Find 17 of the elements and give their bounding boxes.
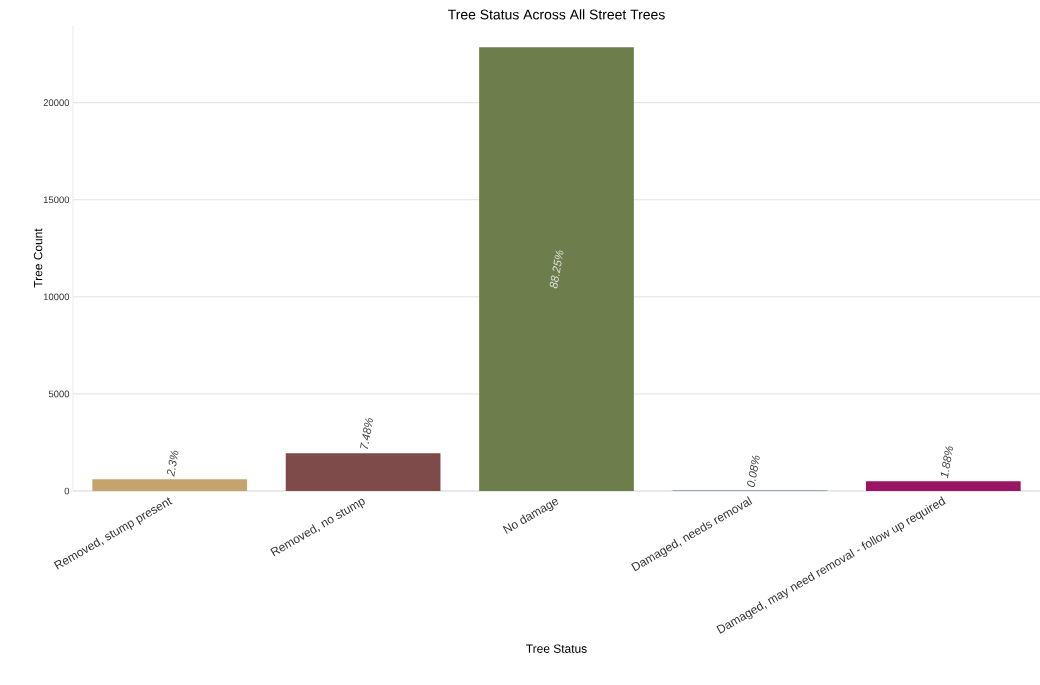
bar: [865, 481, 1021, 491]
y-axis-title: Tree Count: [33, 228, 43, 288]
y-tick-label: 10000: [43, 293, 70, 301]
bar: [92, 479, 248, 491]
annotation: 7.48%: [360, 418, 373, 449]
y-tick-label: 0: [64, 487, 70, 495]
annotation: 2.3%: [166, 450, 179, 477]
y-tick-label: 15000: [43, 196, 70, 204]
annotation: 0.08%: [747, 455, 760, 487]
annotation: 88.25%: [549, 250, 564, 289]
annotation: 1.88%: [940, 446, 954, 479]
x-axis-title: Tree Status: [526, 644, 587, 653]
bar: [285, 453, 441, 491]
chart-title: Tree Status Across All Street Trees: [448, 9, 665, 20]
bar: [479, 47, 634, 491]
y-tick-label: 20000: [43, 99, 70, 107]
y-tick-label: 5000: [48, 390, 70, 398]
